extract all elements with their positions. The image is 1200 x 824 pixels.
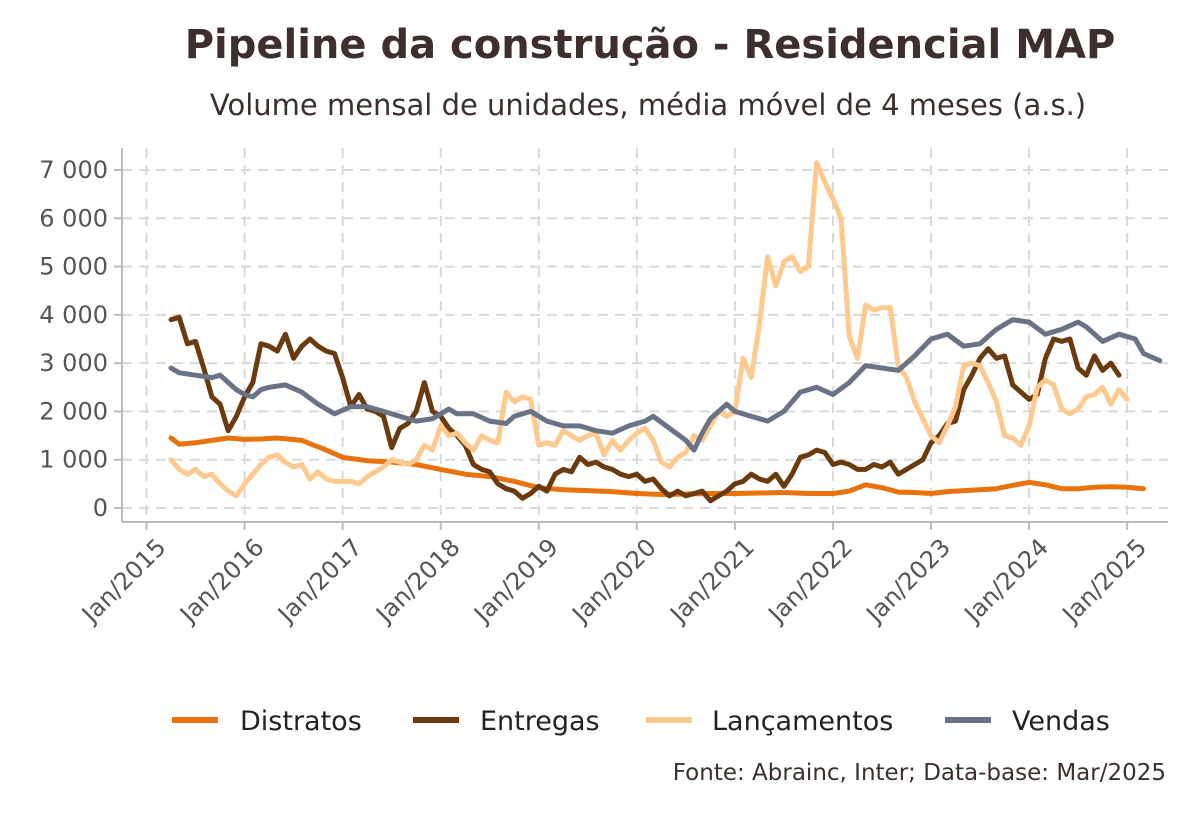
series-line-entregas: [168, 314, 1122, 504]
y-tick-label: 2 000: [39, 397, 108, 425]
series-line-lanamentos: [168, 160, 1130, 499]
y-tick-label: 1 000: [39, 446, 108, 474]
legend-label: Entregas: [480, 706, 600, 737]
series-line-vendas: [168, 317, 1163, 453]
y-tick-label: 6 000: [39, 204, 108, 232]
x-tick-label: Jan/2025: [1056, 533, 1152, 629]
y-tick-label: 0: [93, 494, 108, 522]
grid: [114, 148, 1168, 530]
x-tick-label: Jan/2019: [467, 533, 563, 629]
x-tick-label: Jan/2024: [958, 533, 1054, 629]
x-tick-label: Jan/2022: [762, 533, 858, 629]
x-tick-label: Jan/2015: [75, 533, 171, 629]
chart-subtitle: Volume mensal de unidades, média móvel d…: [209, 88, 1087, 122]
legend-label: Distratos: [240, 706, 362, 737]
y-tick-label: 7 000: [39, 156, 108, 184]
chart-title: Pipeline da construção - Residencial MAP: [184, 22, 1116, 68]
x-tick-label: Jan/2020: [566, 533, 662, 629]
legend-label: Vendas: [1012, 706, 1110, 737]
legend-label: Lançamentos: [712, 706, 893, 737]
x-tick-label: Jan/2023: [860, 533, 956, 629]
y-tick-label: 4 000: [39, 301, 108, 329]
x-tick-label: Jan/2016: [173, 533, 269, 629]
chart-caption: Fonte: Abrainc, Inter; Data-base: Mar/20…: [672, 760, 1166, 786]
y-tick-label: 3 000: [39, 349, 108, 377]
x-tick-label: Jan/2018: [369, 533, 465, 629]
x-tick-label: Jan/2017: [271, 533, 367, 629]
y-tick-label: 5 000: [39, 253, 108, 281]
x-tick-label: Jan/2021: [664, 533, 760, 629]
